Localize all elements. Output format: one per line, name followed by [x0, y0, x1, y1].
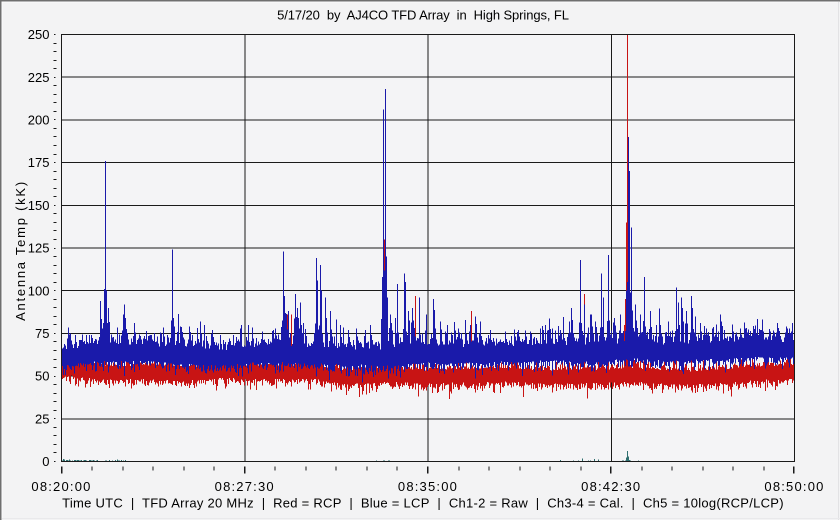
svg-text:08:42:30: 08:42:30 — [581, 479, 641, 494]
svg-text:150: 150 — [28, 198, 50, 213]
svg-text:100: 100 — [28, 283, 50, 298]
svg-text:08:20:00: 08:20:00 — [31, 479, 91, 494]
svg-text:0: 0 — [42, 454, 49, 469]
svg-text:225: 225 — [28, 70, 50, 85]
svg-text:250: 250 — [28, 27, 50, 42]
svg-text:08:50:00: 08:50:00 — [764, 479, 824, 494]
svg-text:25: 25 — [35, 411, 49, 426]
svg-text:75: 75 — [35, 326, 49, 341]
svg-text:200: 200 — [28, 113, 50, 128]
svg-text:08:27:30: 08:27:30 — [215, 479, 275, 494]
svg-text:Antenna Temp (kK): Antenna Temp (kK) — [13, 180, 28, 321]
svg-text:08:35:00: 08:35:00 — [398, 479, 458, 494]
svg-text:175: 175 — [28, 155, 50, 170]
svg-text:50: 50 — [35, 369, 49, 384]
svg-text:Time UTC | TFD Array 20 MHz: Time UTC | TFD Array 20 MHz | Red = RCP … — [62, 495, 784, 510]
svg-text:5/17/20 by AJ4CO TFD Array: 5/17/20 by AJ4CO TFD Array in High Sprin… — [277, 8, 569, 23]
svg-text:125: 125 — [28, 241, 50, 256]
